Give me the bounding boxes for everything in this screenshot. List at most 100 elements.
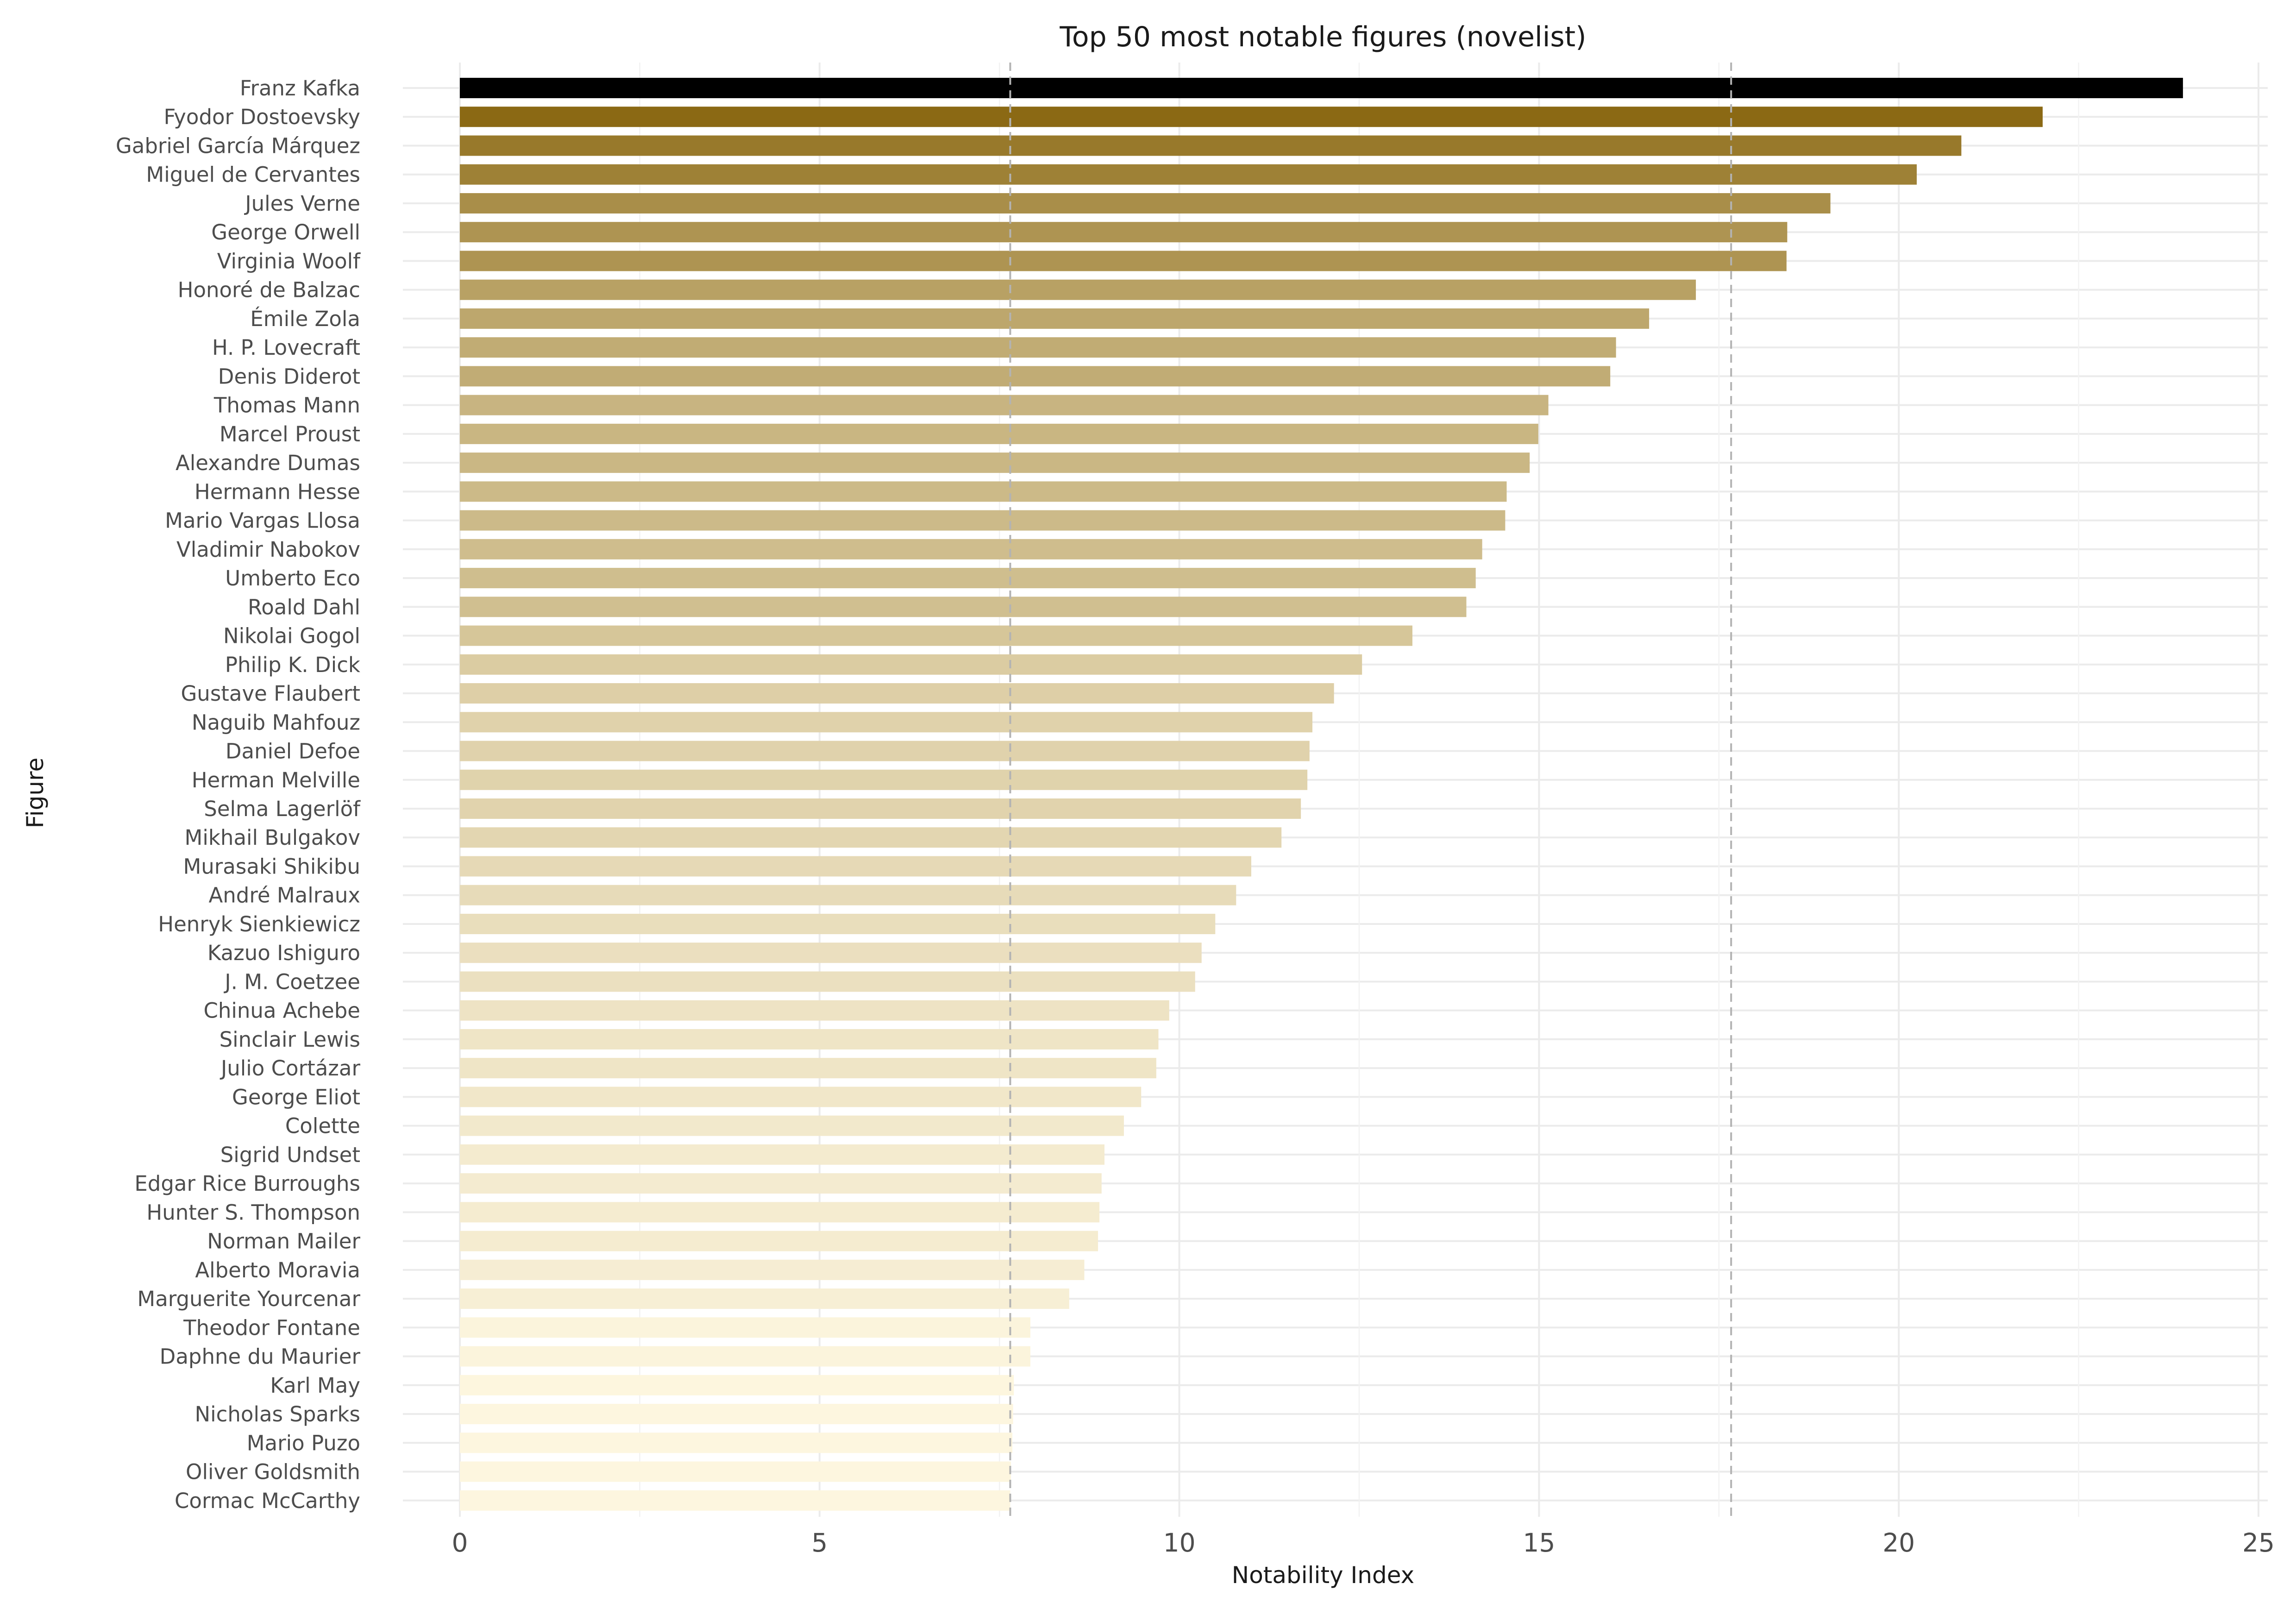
chart-title: Top 50 most notable figures (novelist) <box>1059 21 1586 53</box>
y-tick-label: Murasaki Shikibu <box>183 854 360 879</box>
y-tick-label: Sinclair Lewis <box>220 1027 360 1052</box>
y-tick-label: Herman Melville <box>192 768 360 792</box>
y-tick-label: Karl May <box>270 1373 360 1398</box>
y-tick-label: Mikhail Bulgakov <box>185 825 360 850</box>
bar <box>460 423 1538 444</box>
bar <box>460 856 1251 877</box>
bar <box>460 1259 1085 1280</box>
y-tick-label: Vladimir Nabokov <box>176 537 360 562</box>
y-tick-label: Cormac McCarthy <box>175 1489 360 1513</box>
bar <box>460 1231 1098 1251</box>
y-tick-label: Colette <box>285 1114 360 1138</box>
bar <box>460 337 1616 358</box>
bar <box>460 510 1506 531</box>
x-tick-labels: 0 5 10 15 20 25 <box>452 1528 2275 1558</box>
y-tick-label: Émile Zola <box>250 307 360 331</box>
y-tick-label: Marcel Proust <box>220 422 360 446</box>
bar <box>460 308 1650 329</box>
y-tick-label: Hermann Hesse <box>194 479 360 504</box>
y-tick-label: Henryk Sienkiewicz <box>158 912 360 936</box>
bar <box>460 1288 1069 1309</box>
bar <box>460 683 1334 704</box>
y-tick-label: Julio Cortázar <box>220 1056 361 1081</box>
y-tick-label: Selma Lagerlöf <box>204 797 361 821</box>
bar <box>460 597 1467 617</box>
y-tick-label: Fyodor Dostoevsky <box>164 105 360 129</box>
y-tick-label: Nikolai Gogol <box>223 624 360 648</box>
y-tick-label: Alexandre Dumas <box>176 451 360 475</box>
bar <box>460 885 1236 905</box>
y-tick-label: J. M. Coetzee <box>223 969 360 994</box>
bar <box>460 1202 1100 1223</box>
bar <box>460 971 1195 992</box>
bar <box>460 769 1308 790</box>
bar <box>460 1087 1142 1107</box>
bar <box>460 1461 1011 1482</box>
bar <box>460 193 1831 214</box>
bar <box>460 251 1787 271</box>
bar <box>460 279 1696 300</box>
y-tick-label: Franz Kafka <box>240 76 360 101</box>
bar <box>460 539 1482 559</box>
y-tick-label: André Malraux <box>208 883 360 908</box>
y-tick-label: Marguerite Yourcenar <box>137 1287 360 1311</box>
bar <box>460 1346 1031 1367</box>
bar <box>460 1433 1013 1453</box>
bar <box>460 1317 1031 1338</box>
bar <box>460 712 1313 733</box>
y-tick-label: Norman Mailer <box>207 1229 360 1254</box>
y-tick-label: Theodor Fontane <box>183 1315 360 1340</box>
y-tick-label: Umberto Eco <box>225 566 360 591</box>
bar <box>460 366 1611 387</box>
x-tick-label: 15 <box>1523 1528 1555 1558</box>
y-axis-title: Figure <box>22 758 49 829</box>
bar <box>460 1490 1010 1511</box>
y-tick-label: Kazuo Ishiguro <box>207 941 360 965</box>
y-tick-label: Daphne du Maurier <box>160 1345 361 1369</box>
bar <box>460 1029 1159 1049</box>
bar <box>460 913 1216 934</box>
x-tick-label: 25 <box>2242 1528 2275 1558</box>
bar <box>460 481 1507 502</box>
y-tick-label: Hunter S. Thompson <box>146 1200 360 1225</box>
x-tick-label: 20 <box>1882 1528 1915 1558</box>
x-tick-label: 10 <box>1163 1528 1196 1558</box>
x-tick-label: 5 <box>811 1528 828 1558</box>
y-tick-label: Virginia Woolf <box>217 249 361 273</box>
y-tick-label: Jules Verne <box>244 191 360 216</box>
bar <box>460 827 1282 848</box>
y-tick-label: Denis Diderot <box>218 364 360 389</box>
y-tick-label: Philip K. Dick <box>225 653 360 677</box>
y-tick-label: Roald Dahl <box>248 595 360 619</box>
y-tick-label: Gustave Flaubert <box>181 681 360 706</box>
y-tick-label: Naguib Mahfouz <box>192 710 360 735</box>
y-tick-label: Nicholas Sparks <box>195 1402 361 1426</box>
x-tick-label: 0 <box>452 1528 468 1558</box>
bar <box>460 654 1362 675</box>
bar <box>460 1404 1013 1425</box>
bar <box>460 568 1476 589</box>
bar <box>460 1058 1156 1079</box>
bar <box>460 135 1962 156</box>
bar <box>460 1000 1169 1021</box>
bar <box>460 395 1549 415</box>
y-tick-label: George Orwell <box>211 220 360 245</box>
bar <box>460 1375 1014 1395</box>
bar <box>460 1115 1124 1136</box>
bar <box>460 452 1530 473</box>
reference-lines <box>1009 63 1732 1517</box>
bar <box>460 1144 1105 1165</box>
bar <box>460 625 1412 646</box>
y-tick-label: Alberto Moravia <box>195 1258 360 1282</box>
y-tick-labels: Franz Kafka Fyodor Dostoevsky Gabriel Garc… <box>116 76 361 1513</box>
y-tick-label: Mario Vargas Llosa <box>165 509 360 533</box>
bar <box>460 741 1310 761</box>
y-tick-label: Miguel de Cervantes <box>146 163 360 187</box>
bar <box>460 78 2183 98</box>
bar <box>460 943 1202 963</box>
y-tick-label: H. P. Lovecraft <box>212 335 360 360</box>
y-tick-label: Gabriel García Márquez <box>116 133 360 158</box>
y-tick-label: Daniel Defoe <box>226 739 360 764</box>
y-tick-label: Mario Puzo <box>247 1431 360 1455</box>
bar <box>460 798 1301 819</box>
